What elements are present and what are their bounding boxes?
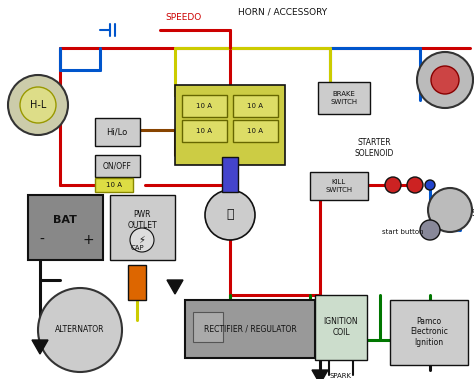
Text: BAT: BAT bbox=[53, 215, 77, 225]
Text: ON/OFF: ON/OFF bbox=[102, 161, 131, 171]
Circle shape bbox=[425, 180, 435, 190]
FancyBboxPatch shape bbox=[95, 118, 140, 146]
Text: 10 A: 10 A bbox=[106, 182, 122, 188]
Text: SPARK
PLUGS: SPARK PLUGS bbox=[330, 373, 352, 379]
Circle shape bbox=[224, 169, 236, 181]
FancyBboxPatch shape bbox=[128, 265, 146, 300]
FancyBboxPatch shape bbox=[185, 300, 315, 358]
Text: 10 A: 10 A bbox=[247, 103, 263, 109]
FancyBboxPatch shape bbox=[95, 155, 140, 177]
Circle shape bbox=[431, 66, 459, 94]
Circle shape bbox=[8, 75, 68, 135]
Text: STARTER
SOLENOID: STARTER SOLENOID bbox=[354, 138, 394, 158]
Text: -: - bbox=[39, 233, 45, 247]
Circle shape bbox=[420, 220, 440, 240]
Circle shape bbox=[205, 190, 255, 240]
FancyBboxPatch shape bbox=[390, 300, 468, 365]
Text: SPEEDO: SPEEDO bbox=[165, 14, 201, 22]
FancyBboxPatch shape bbox=[182, 120, 227, 142]
Text: start button: start button bbox=[382, 229, 424, 235]
Text: 10 A: 10 A bbox=[196, 128, 212, 134]
Polygon shape bbox=[32, 340, 48, 354]
Text: PWR
OUTLET: PWR OUTLET bbox=[127, 210, 157, 230]
Text: TAIL
LIGHT: TAIL LIGHT bbox=[472, 62, 474, 82]
Text: ⚡: ⚡ bbox=[138, 235, 146, 245]
Text: CAP: CAP bbox=[130, 245, 144, 251]
FancyBboxPatch shape bbox=[175, 85, 285, 165]
FancyBboxPatch shape bbox=[315, 295, 367, 360]
FancyBboxPatch shape bbox=[310, 172, 368, 200]
FancyBboxPatch shape bbox=[95, 178, 133, 192]
Text: KILL
SWITCH: KILL SWITCH bbox=[326, 180, 353, 193]
FancyBboxPatch shape bbox=[233, 95, 278, 117]
FancyBboxPatch shape bbox=[28, 195, 103, 260]
Text: +: + bbox=[82, 233, 94, 247]
Circle shape bbox=[407, 177, 423, 193]
Circle shape bbox=[130, 228, 154, 252]
Circle shape bbox=[428, 188, 472, 232]
FancyBboxPatch shape bbox=[193, 312, 223, 342]
FancyBboxPatch shape bbox=[318, 82, 370, 114]
Text: Pamco
Electronic
Ignition: Pamco Electronic Ignition bbox=[410, 317, 448, 347]
Text: ALTERNATOR: ALTERNATOR bbox=[55, 326, 105, 335]
Text: 10 A: 10 A bbox=[247, 128, 263, 134]
Text: H-L: H-L bbox=[30, 100, 46, 110]
Circle shape bbox=[385, 177, 401, 193]
Polygon shape bbox=[312, 370, 328, 379]
Circle shape bbox=[417, 52, 473, 108]
Circle shape bbox=[20, 87, 56, 123]
Circle shape bbox=[38, 288, 122, 372]
Text: STARTER: STARTER bbox=[472, 208, 474, 218]
Text: HORN / ACCESSORY: HORN / ACCESSORY bbox=[238, 8, 327, 17]
Text: 10 A: 10 A bbox=[196, 103, 212, 109]
Polygon shape bbox=[167, 280, 183, 294]
FancyBboxPatch shape bbox=[233, 120, 278, 142]
FancyBboxPatch shape bbox=[110, 195, 175, 260]
Text: ⚿: ⚿ bbox=[226, 208, 234, 221]
Text: Hi/Lo: Hi/Lo bbox=[106, 127, 128, 136]
FancyBboxPatch shape bbox=[222, 157, 238, 192]
Text: BRAKE
SWITCH: BRAKE SWITCH bbox=[330, 91, 357, 105]
Text: RECTIFIER / REGULATOR: RECTIFIER / REGULATOR bbox=[204, 324, 296, 334]
FancyBboxPatch shape bbox=[182, 95, 227, 117]
Text: IGNITION
COIL: IGNITION COIL bbox=[324, 317, 358, 337]
